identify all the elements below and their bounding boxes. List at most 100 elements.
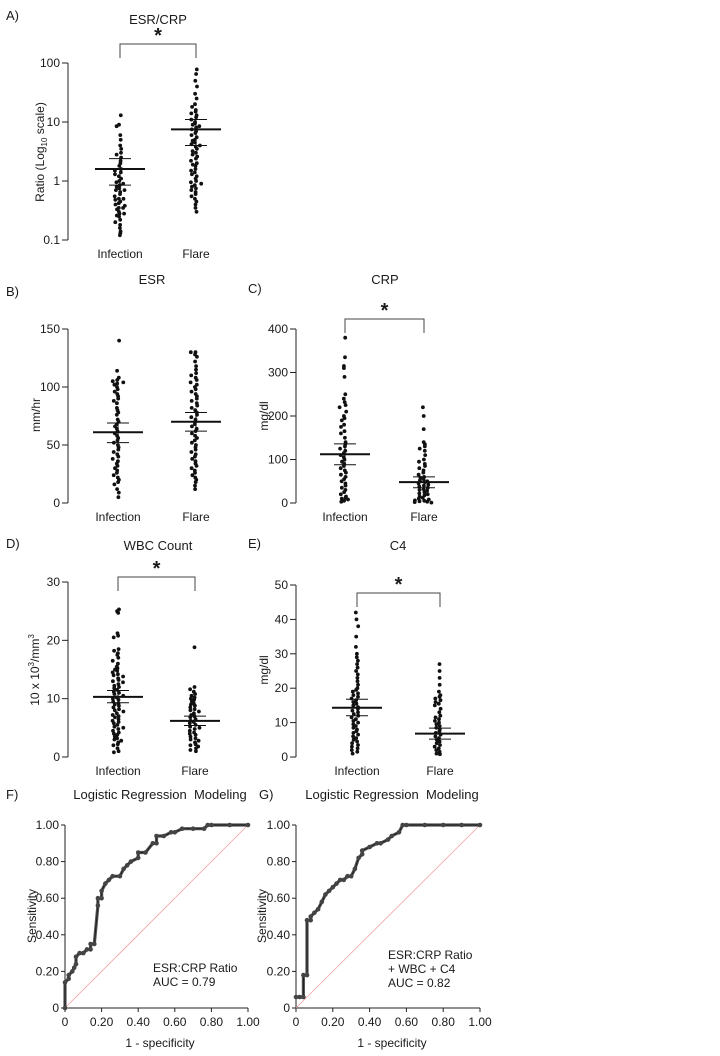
roc-point-g	[345, 873, 350, 879]
data-point-e-flare	[437, 689, 441, 694]
data-point-a-flare	[192, 170, 197, 175]
data-point-c-infection	[343, 403, 348, 407]
data-point-e-flare	[437, 676, 442, 680]
y-axis-label-c: mg/dl	[257, 401, 271, 430]
roc-legend-line-1: ESR:CRP Ratio	[153, 961, 238, 975]
roc-point-f	[190, 826, 196, 831]
roc-point-f	[73, 954, 79, 960]
data-point-b-infection	[111, 399, 116, 403]
data-point-e-flare	[437, 694, 442, 699]
roc-point-g	[301, 972, 306, 978]
data-point-b-infection	[115, 464, 120, 468]
roc-point-g	[396, 830, 402, 835]
data-point-b-infection	[121, 380, 126, 385]
data-point-d-flare	[193, 742, 198, 747]
roc-point-f	[110, 873, 115, 879]
data-point-e-infection	[355, 749, 360, 754]
y-tick-label-f: 0.60	[36, 891, 60, 905]
data-point-d-flare	[197, 709, 201, 714]
x-tick-label-g: 0.80	[432, 1015, 456, 1029]
data-point-d-infection	[112, 686, 117, 691]
data-point-b-flare	[190, 473, 195, 478]
data-point-d-flare	[189, 702, 193, 707]
data-point-e-infection	[356, 743, 360, 747]
y-tick-label-e: 30	[275, 647, 289, 661]
data-point-e-flare	[437, 724, 442, 728]
data-point-d-infection	[110, 658, 115, 663]
roc-legend-line-3: AUC = 0.82	[388, 976, 451, 990]
panel-letter-a: A)	[6, 8, 19, 23]
data-point-c-infection	[339, 499, 344, 504]
roc-point-f	[88, 947, 93, 952]
data-point-e-flare	[434, 722, 439, 727]
x-tick-label-c: Infection	[322, 510, 367, 524]
data-point-c-infection	[339, 418, 344, 423]
data-point-e-infection	[354, 729, 359, 734]
y-tick-label-g: 0.40	[267, 928, 291, 942]
significance-star-a: *	[154, 25, 162, 47]
data-point-c-infection	[339, 485, 344, 490]
data-point-d-infection	[116, 611, 121, 615]
data-point-a-infection	[118, 170, 123, 175]
data-point-b-flare	[193, 454, 197, 459]
x-tick-label-g: 0.20	[321, 1015, 345, 1029]
y-tick-label-f: 0.40	[36, 928, 60, 942]
data-point-b-flare	[189, 389, 194, 394]
significance-bracket-e	[356, 592, 441, 607]
data-point-e-infection	[351, 693, 356, 697]
data-point-a-flare	[189, 158, 193, 163]
roc-point-f	[168, 830, 174, 835]
roc-legend-line-2: AUC = 0.79	[153, 975, 216, 989]
data-point-b-flare	[194, 396, 199, 401]
data-point-c-flare	[423, 453, 428, 457]
data-point-b-flare	[193, 480, 198, 484]
data-point-e-infection	[355, 679, 360, 684]
data-point-d-flare	[192, 685, 197, 689]
y-tick-label-c: 0	[281, 496, 288, 510]
data-point-b-flare	[194, 464, 199, 468]
x-tick-label-f: 1.00	[236, 1015, 260, 1029]
data-point-d-infection	[116, 727, 121, 731]
y-tick-label-f: 0.80	[36, 855, 60, 869]
data-point-e-flare	[433, 734, 438, 739]
data-point-d-infection	[116, 714, 121, 719]
data-point-a-flare	[193, 131, 198, 135]
y-axis-label-d: 10 x 103/mm3	[27, 634, 42, 706]
roc-point-f	[117, 873, 123, 879]
data-point-c-infection	[339, 472, 343, 477]
data-point-d-infection	[112, 692, 117, 696]
data-point-e-flare	[437, 710, 442, 715]
data-point-c-flare	[417, 491, 422, 496]
data-point-e-infection	[356, 720, 360, 725]
y-axis-label-g: Sensitivity	[255, 889, 269, 943]
roc-point-g	[341, 877, 347, 883]
data-point-a-infection	[121, 196, 126, 201]
data-point-c-infection	[343, 483, 348, 488]
data-point-e-infection	[356, 691, 360, 696]
y-tick-label-e: 40	[275, 612, 289, 626]
y-tick-label-b: 0	[53, 496, 60, 510]
data-point-d-flare	[196, 738, 201, 743]
data-point-d-infection	[115, 668, 120, 673]
roc-point-f	[88, 941, 93, 947]
data-point-e-flare	[433, 696, 438, 701]
data-point-b-infection	[115, 401, 119, 406]
data-point-d-infection	[111, 728, 115, 733]
data-point-d-flare	[188, 687, 193, 692]
x-tick-label-f: 0.20	[90, 1015, 114, 1029]
roc-point-g	[308, 917, 314, 923]
chart-title-g: Logistic Regression Modeling	[305, 787, 478, 802]
data-point-e-infection	[354, 617, 359, 622]
data-point-a-flare	[194, 115, 199, 120]
data-point-e-infection	[351, 731, 356, 735]
data-point-e-flare	[432, 744, 437, 749]
data-point-d-flare	[187, 721, 192, 726]
roc-point-f	[99, 888, 104, 894]
roc-point-f	[99, 895, 104, 901]
data-point-c-flare	[422, 448, 427, 453]
y-tick-label-g: 0.60	[267, 891, 291, 905]
data-point-a-infection	[118, 137, 123, 142]
roc-point-f	[172, 830, 178, 835]
data-point-c-flare	[429, 500, 434, 505]
data-point-b-infection	[110, 379, 115, 384]
